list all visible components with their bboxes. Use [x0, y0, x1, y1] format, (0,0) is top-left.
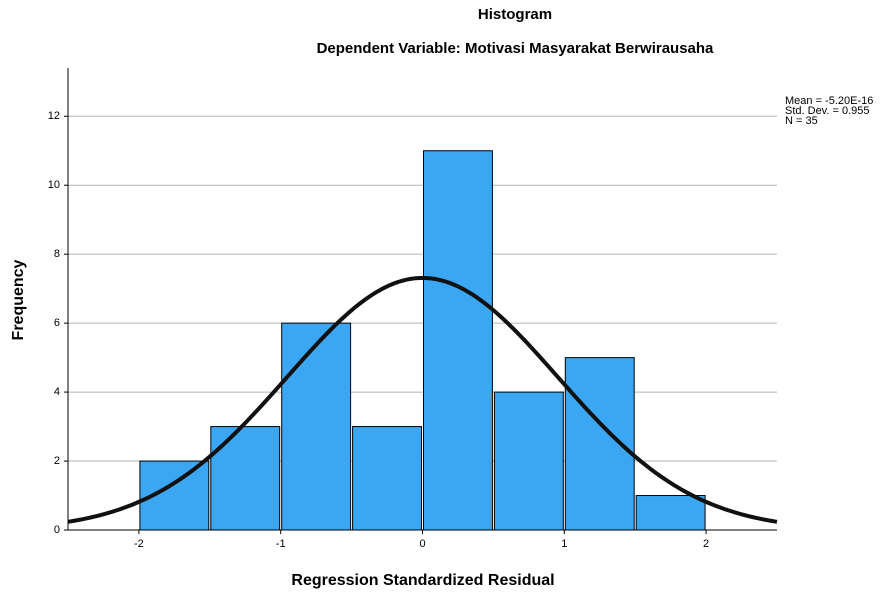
bar — [281, 322, 352, 531]
chart-title: Histogram — [478, 6, 552, 23]
bar — [352, 426, 423, 531]
y-tick-label: 4 — [54, 386, 60, 398]
bar — [423, 150, 493, 531]
y-axis-label: Frequency — [10, 259, 27, 340]
x-tick-label: 0 — [419, 538, 425, 550]
bar — [564, 357, 635, 531]
x-tick-label: 1 — [561, 538, 567, 550]
bar — [635, 495, 706, 531]
stat-std-dev: Std. Dev. = 0.955 — [785, 105, 870, 117]
y-tick-label: 10 — [48, 179, 60, 191]
normal-curve — [67, 275, 778, 524]
y-tick-label: 6 — [54, 317, 60, 329]
x-axis-label: Regression Standardized Residual — [291, 572, 554, 589]
stat-mean: Mean = -5.20E-16 — [785, 95, 873, 107]
bar — [493, 391, 564, 531]
x-tick-label: -1 — [276, 538, 286, 550]
y-tick-label: 0 — [54, 524, 60, 536]
y-tick-label: 8 — [54, 248, 60, 260]
bar — [210, 426, 281, 531]
y-tick-label: 2 — [54, 455, 60, 467]
stat-n: N = 35 — [785, 115, 818, 127]
x-tick-label: 2 — [703, 538, 709, 550]
y-tick-label: 12 — [48, 110, 60, 122]
chart-subtitle: Dependent Variable: Motivasi Masyarakat … — [317, 40, 714, 57]
x-tick-label: -2 — [134, 538, 144, 550]
